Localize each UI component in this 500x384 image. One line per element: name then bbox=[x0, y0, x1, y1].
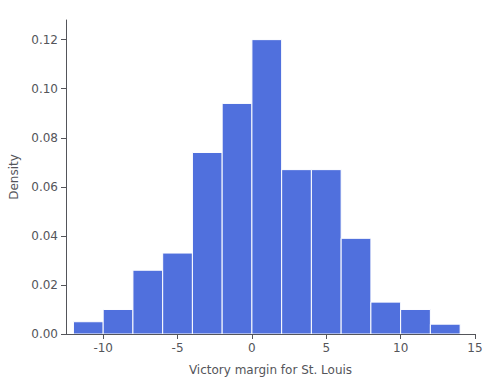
svg-text:-10: -10 bbox=[93, 341, 113, 355]
svg-text:Density: Density bbox=[7, 154, 21, 200]
svg-text:0.12: 0.12 bbox=[31, 33, 58, 47]
svg-text:10: 10 bbox=[393, 341, 408, 355]
svg-text:0.02: 0.02 bbox=[31, 278, 58, 292]
svg-text:0.06: 0.06 bbox=[31, 180, 58, 194]
svg-text:0.04: 0.04 bbox=[31, 229, 58, 243]
svg-text:5: 5 bbox=[322, 341, 330, 355]
svg-text:15: 15 bbox=[467, 341, 482, 355]
svg-text:0.08: 0.08 bbox=[31, 131, 58, 145]
svg-text:0.10: 0.10 bbox=[31, 82, 58, 96]
svg-text:Victory margin for St. Louis: Victory margin for St. Louis bbox=[189, 363, 352, 377]
svg-text:0.00: 0.00 bbox=[31, 327, 58, 341]
svg-text:0: 0 bbox=[248, 341, 256, 355]
svg-text:-5: -5 bbox=[172, 341, 184, 355]
